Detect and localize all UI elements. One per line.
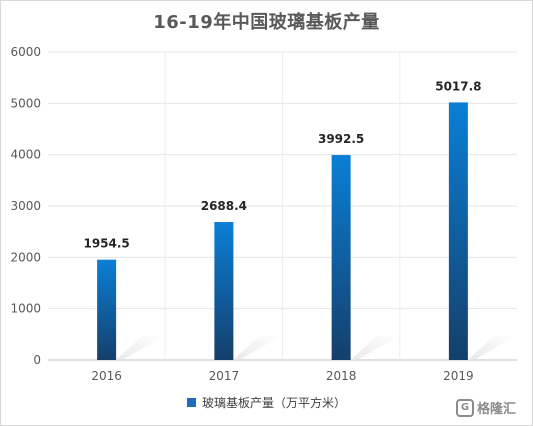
x-tick-label: 2018	[326, 369, 357, 383]
bar-shadow	[233, 336, 282, 360]
chart-title: 16-19年中国玻璃基板产量	[153, 12, 380, 33]
legend-swatch	[186, 398, 196, 407]
bar-shadow	[116, 336, 165, 360]
y-tick-label: 5000	[10, 96, 41, 110]
gridlines	[48, 51, 517, 361]
bar	[97, 259, 117, 360]
bar	[214, 221, 234, 360]
x-tick-label: 2019	[443, 369, 474, 383]
x-tick-label: 2016	[91, 369, 122, 383]
x-axis: 2016 2017 2018 2019	[91, 369, 473, 383]
y-tick-label: 3000	[10, 199, 41, 213]
bar-shadow	[350, 336, 399, 360]
y-tick-label: 0	[33, 353, 41, 367]
data-label: 5017.8	[435, 79, 481, 93]
legend-label: 玻璃基板产量（万平方米）	[201, 396, 346, 410]
bar	[331, 155, 351, 360]
y-tick-label: 6000	[10, 45, 41, 59]
data-label: 2688.4	[201, 199, 247, 213]
bars	[97, 102, 468, 360]
watermark-logo-icon: G	[456, 398, 474, 417]
y-axis: 0 1000 2000 3000 4000 5000 6000	[10, 45, 41, 367]
bar-shadows	[116, 336, 516, 360]
legend: 玻璃基板产量（万平方米）	[0, 394, 533, 411]
y-tick-label: 4000	[10, 148, 41, 162]
y-tick-label: 2000	[10, 250, 41, 264]
watermark-text: 格隆汇	[477, 402, 517, 417]
x-tick-label: 2017	[209, 369, 240, 383]
bar	[448, 102, 468, 360]
data-label: 1954.5	[83, 237, 129, 251]
bar-shadow	[467, 336, 516, 360]
y-tick-label: 1000	[10, 302, 41, 316]
watermark: G 格隆汇	[456, 398, 516, 417]
data-labels: 1954.5 2688.4 3992.5 5017.8	[83, 79, 481, 250]
data-label: 3992.5	[318, 132, 364, 146]
